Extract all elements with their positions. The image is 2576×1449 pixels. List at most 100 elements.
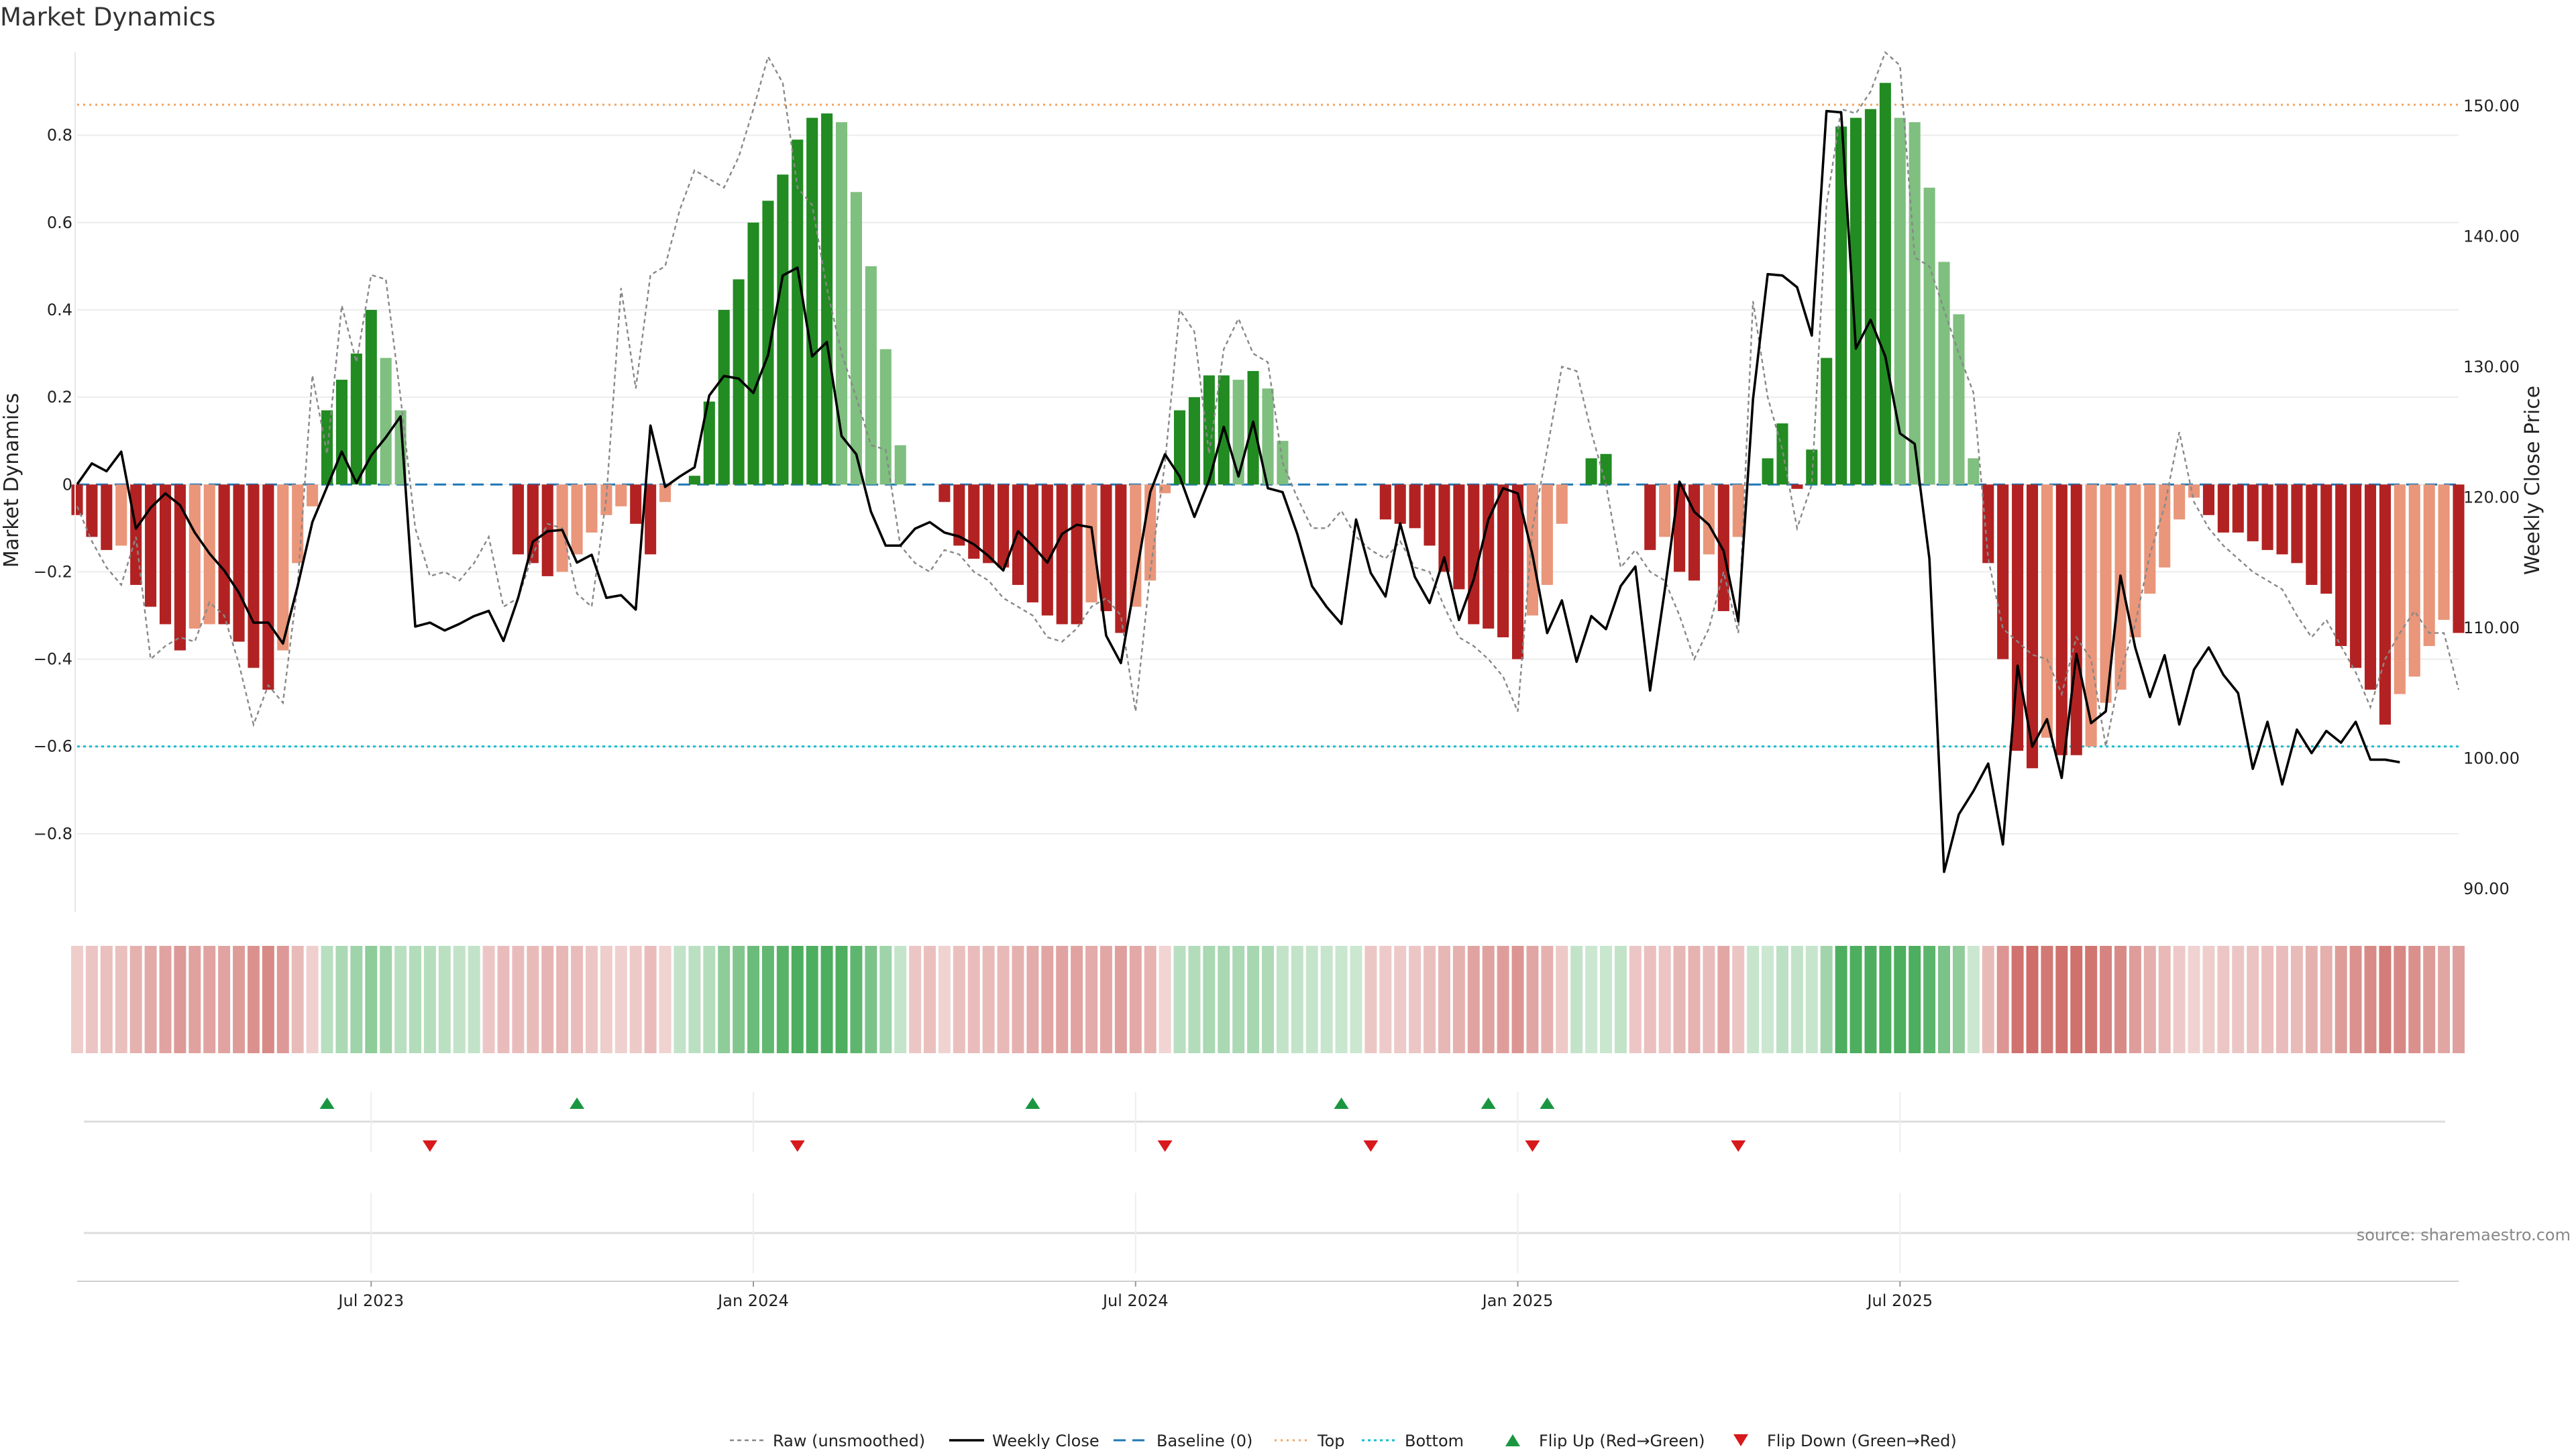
strip-cell xyxy=(1629,946,1642,1053)
bar xyxy=(1247,371,1259,485)
strip-cell xyxy=(527,946,539,1053)
strip-cell xyxy=(2143,946,2156,1053)
strip-cell xyxy=(1188,946,1201,1053)
legend-item: Top xyxy=(1275,1432,1345,1449)
bar xyxy=(233,484,245,642)
strip-cell xyxy=(350,946,363,1053)
strip-cell xyxy=(938,946,951,1053)
flip-markers xyxy=(84,1092,2445,1273)
bar xyxy=(292,484,304,564)
bar xyxy=(2055,484,2068,755)
strip-cell xyxy=(394,946,407,1053)
strip-cell xyxy=(600,946,612,1053)
bar xyxy=(1100,484,1112,611)
strip-cell xyxy=(1570,946,1583,1053)
bar xyxy=(1835,126,1847,485)
bar xyxy=(894,445,906,485)
strip-cell xyxy=(365,946,378,1053)
strip-cell xyxy=(1952,946,1965,1053)
strip-cell xyxy=(1114,946,1127,1053)
bar xyxy=(1203,375,1215,485)
bar xyxy=(821,113,833,485)
bar xyxy=(792,140,804,485)
bar xyxy=(350,354,362,485)
strip-cell xyxy=(1982,946,1994,1053)
bar xyxy=(1717,484,1729,611)
flip-up-marker xyxy=(570,1097,585,1109)
strip-cell xyxy=(1835,946,1847,1053)
bar xyxy=(1762,458,1774,485)
x-axis-ticks: Jul 2023 Jan 2024 Jul 2024 Jan 2025 Jul 2025 xyxy=(77,1281,2459,1310)
strip-cell xyxy=(2290,946,2303,1053)
strip-cell xyxy=(1085,946,1098,1053)
strip-cell xyxy=(2276,946,2289,1053)
strip-cell xyxy=(1996,946,2009,1053)
strip-cell xyxy=(585,946,598,1053)
bar xyxy=(2320,484,2332,594)
strip-cell xyxy=(1497,946,1509,1053)
bar xyxy=(262,484,274,690)
bar xyxy=(2438,484,2450,620)
x-tick-label: Jul 2025 xyxy=(1866,1291,1933,1310)
strip-cell xyxy=(1335,946,1348,1053)
bar xyxy=(101,484,113,550)
strip-cell xyxy=(1452,946,1465,1053)
strip-cell xyxy=(1320,946,1333,1053)
strip-cell xyxy=(703,946,716,1053)
bar xyxy=(2453,484,2465,633)
strip-cell xyxy=(2379,946,2392,1053)
bar xyxy=(1556,484,1568,524)
bar xyxy=(71,484,83,515)
y-tick-label-right: 100.00 xyxy=(2463,749,2520,767)
bar xyxy=(2232,484,2244,533)
strip-cell xyxy=(2085,946,2098,1053)
strip-cell xyxy=(174,946,186,1053)
strip-cell xyxy=(1071,946,1083,1053)
strip-cell xyxy=(2011,946,2024,1053)
strip-cell xyxy=(2041,946,2053,1053)
strip-cell xyxy=(1658,946,1671,1053)
bar xyxy=(115,484,127,546)
bar xyxy=(1379,484,1391,520)
bar xyxy=(1041,484,1053,616)
strip-cell xyxy=(1467,946,1480,1053)
strip-cell xyxy=(659,946,672,1053)
strip-cell xyxy=(2055,946,2068,1053)
bar xyxy=(1732,484,1744,537)
strip-cell xyxy=(629,946,642,1053)
strip-cell xyxy=(115,946,127,1053)
y-tick-label-right: 150.00 xyxy=(2463,97,2520,115)
strip-cell xyxy=(1247,946,1260,1053)
bar xyxy=(2276,484,2288,555)
strip-cell xyxy=(1556,946,1568,1053)
y-tick-label-right: 140.00 xyxy=(2463,227,2520,246)
strip-cell xyxy=(1909,946,1921,1053)
legend-item: Baseline (0) xyxy=(1114,1432,1252,1449)
strip-cell xyxy=(2364,946,2377,1053)
bar xyxy=(1012,484,1024,585)
bar xyxy=(1806,449,1818,485)
strip-cell xyxy=(850,946,863,1053)
bar xyxy=(1864,109,1877,485)
bar xyxy=(1468,484,1480,625)
y-tick-label-left: −0.4 xyxy=(34,650,72,669)
bar xyxy=(1923,187,1935,485)
strip-cell xyxy=(482,946,495,1053)
bar xyxy=(850,192,862,485)
bar xyxy=(571,484,583,555)
strip-cell xyxy=(247,946,260,1053)
bar xyxy=(2335,484,2347,647)
y-axis-right-label: Weekly Close Price xyxy=(2521,386,2544,575)
bar xyxy=(1085,484,1097,602)
strip-cell xyxy=(953,946,965,1053)
bar xyxy=(2144,484,2156,594)
strip-cell xyxy=(1790,946,1803,1053)
strip-cell xyxy=(718,946,731,1053)
legend-swatch-flip-up xyxy=(1505,1434,1520,1446)
strip-cell xyxy=(2261,946,2274,1053)
bar xyxy=(1056,484,1068,625)
bar xyxy=(688,476,700,485)
strip-cell xyxy=(2173,946,2186,1053)
strip-cell xyxy=(1805,946,1818,1053)
strip-cell xyxy=(276,946,289,1053)
